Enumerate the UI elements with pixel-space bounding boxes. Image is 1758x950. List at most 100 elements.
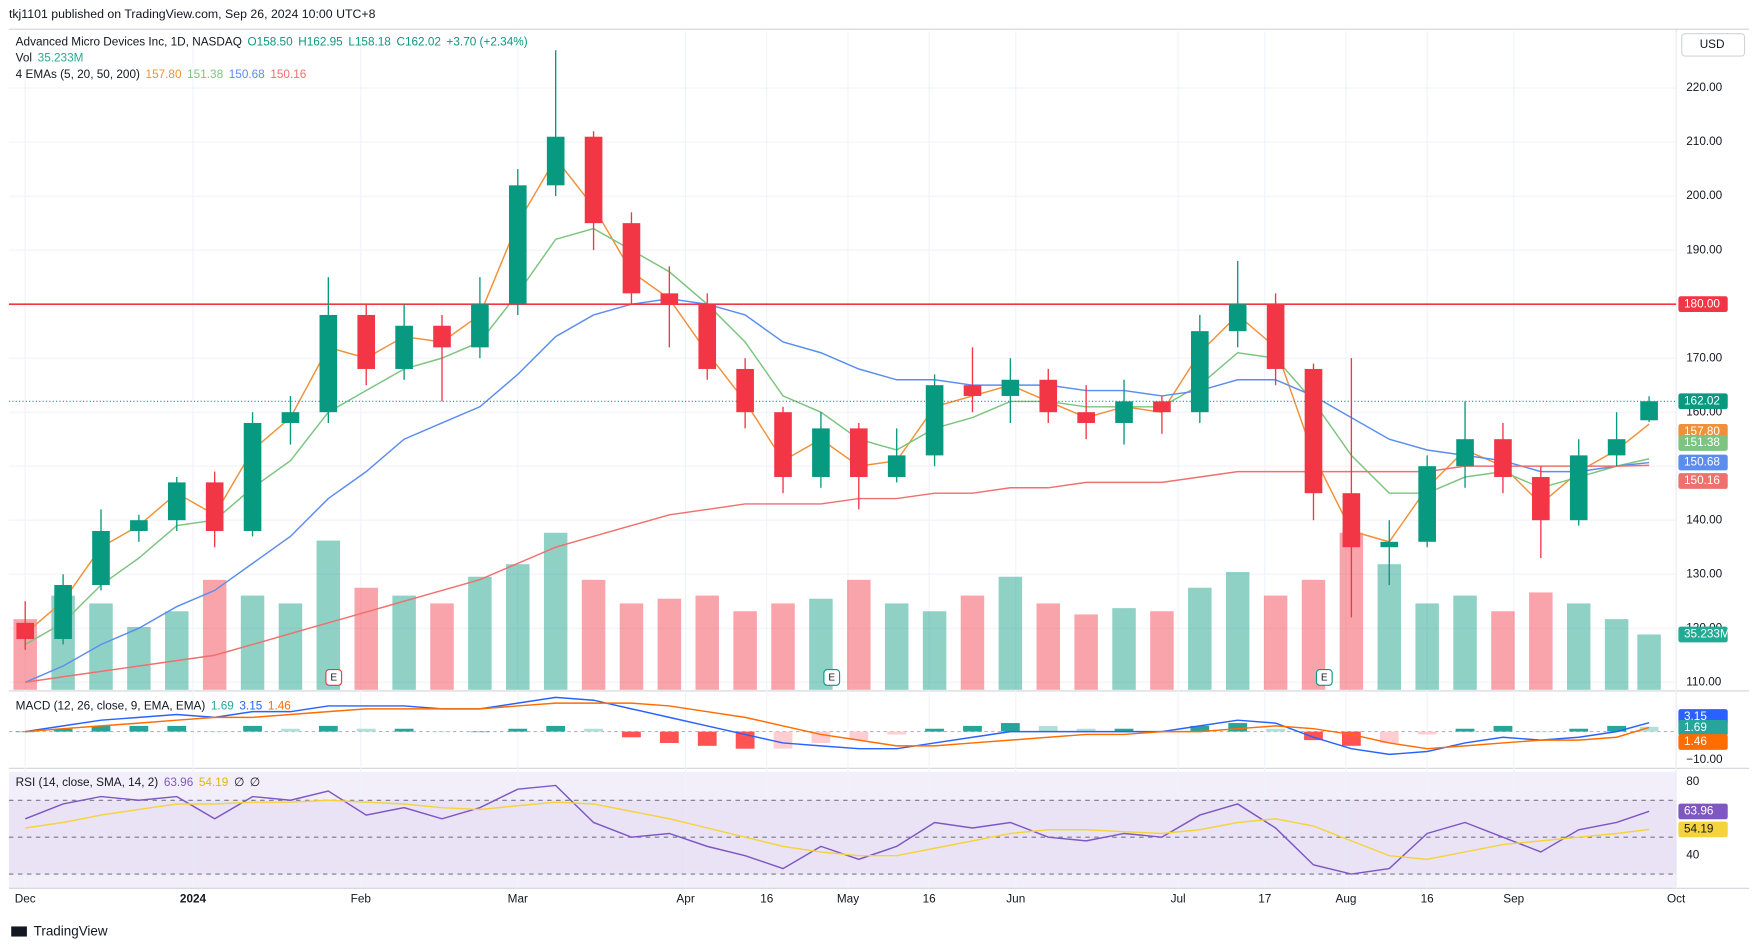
volume-bar	[1566, 603, 1591, 690]
candle-body	[812, 428, 830, 477]
macd-histogram	[205, 731, 225, 733]
ohlc-value: C162.02	[396, 36, 440, 49]
x-tick-label: Oct	[1667, 893, 1686, 906]
candle-body	[849, 428, 868, 477]
candle-body	[1001, 379, 1020, 396]
currency-button[interactable]	[1681, 33, 1746, 57]
volume-bar	[581, 579, 606, 690]
candle-body	[925, 385, 944, 456]
macd-histogram	[1190, 725, 1210, 732]
volume-bar	[1377, 564, 1402, 690]
macd-histogram	[1531, 731, 1551, 733]
x-tick-label: 16	[760, 893, 774, 906]
macd-histogram	[546, 725, 566, 732]
candle-body	[584, 136, 603, 224]
earnings-label: E	[1321, 673, 1328, 684]
y-tick-label: 170.00	[1686, 351, 1722, 364]
macd-histogram	[773, 731, 793, 749]
macd-badge: 1.69	[1684, 721, 1707, 734]
macd-histogram	[1228, 723, 1248, 732]
volume-bar	[1225, 572, 1250, 690]
macd-histogram	[1114, 728, 1134, 732]
volume-badge: 35.233M	[1684, 628, 1730, 641]
volume-bar	[202, 579, 227, 690]
volume-name: Vol	[16, 51, 32, 64]
macd-histogram	[1417, 731, 1437, 735]
candle-body	[1456, 439, 1474, 467]
candle-body	[395, 325, 413, 369]
rsi-value: 63.96	[164, 776, 194, 789]
volume-bar	[1604, 619, 1629, 690]
volume-bar	[619, 603, 644, 690]
ema-badge-bg	[1678, 435, 1728, 451]
x-tick-label: May	[837, 893, 859, 906]
candle-body	[130, 520, 148, 531]
candle-body	[1077, 412, 1095, 423]
rsi-ma-line	[25, 799, 1650, 861]
volume-bar	[657, 598, 682, 690]
earnings-marker	[823, 669, 841, 686]
volume-bar	[240, 595, 265, 690]
volume-bar	[847, 579, 871, 690]
rsi-pane-bg	[8, 771, 1677, 889]
candle-body	[319, 314, 338, 413]
macd-histogram	[849, 731, 869, 741]
rsi-line	[24, 784, 1650, 875]
macd-histogram	[1304, 731, 1323, 741]
macd-histogram	[1038, 725, 1058, 732]
macd-badge: 1.46	[1684, 735, 1707, 748]
candle-body	[1569, 455, 1588, 521]
volume-bar	[695, 595, 719, 690]
macd-legend: MACD (12, 26, close, 9, EMA, EMA) 1.69 3.1…	[16, 700, 292, 713]
footer-logo: TradingView	[34, 924, 108, 939]
rsi-badge-bg	[1678, 803, 1728, 820]
rsi-legend: RSI (14, close, SMA, 14, 2) 63.96 54.19 ∅ ∅	[16, 776, 260, 789]
volume-bar	[998, 576, 1023, 690]
candle-body	[92, 530, 110, 586]
candle-body	[433, 325, 451, 348]
ema-value: 150.16	[270, 68, 306, 81]
macd-histogram	[584, 728, 603, 732]
horizontal-line-badge: 180.00	[1684, 297, 1720, 310]
candle-body	[698, 304, 717, 369]
volume-bar	[278, 603, 303, 690]
volume-bar	[922, 611, 947, 690]
candle-body	[1607, 439, 1626, 456]
horizontal-line-badge-bg	[1678, 296, 1728, 313]
y-tick-label: 210.00	[1686, 135, 1722, 148]
rsi-badge: 63.96	[1684, 805, 1714, 818]
macd-histogram	[1000, 723, 1020, 732]
macd-histogram	[1379, 731, 1399, 743]
volume-bar	[127, 626, 151, 690]
y-tick-label: 110.00	[1686, 675, 1722, 688]
y-tick-label: 190.00	[1686, 243, 1722, 256]
macd-histogram	[129, 725, 149, 732]
x-tick-label: 17	[1258, 893, 1271, 906]
candle-body	[1380, 541, 1399, 548]
volume-bar	[733, 611, 757, 690]
macd-histogram	[1266, 728, 1285, 732]
ema-badge: 150.16	[1684, 474, 1720, 487]
volume-bar	[430, 603, 454, 690]
macd-histogram	[887, 731, 907, 735]
volume-bar	[1150, 611, 1174, 690]
volume-bar	[543, 532, 568, 690]
candle-body	[774, 412, 792, 477]
candle-body	[167, 482, 186, 521]
rsi-ma-badge-bg	[1678, 821, 1728, 838]
ema-badge: 157.80	[1684, 425, 1720, 438]
candle-body	[887, 455, 906, 477]
signal-line	[25, 702, 1650, 750]
rsi-value: ∅	[234, 776, 244, 789]
ema-value: 157.80	[146, 68, 182, 81]
candle-body	[1266, 304, 1285, 369]
macd-badge-bg	[1678, 734, 1728, 750]
ema-value: 150.68	[229, 68, 265, 81]
candle-body	[205, 482, 224, 531]
macd-histogram	[1455, 728, 1475, 732]
x-tick-label: Mar	[508, 893, 528, 906]
x-tick-label: Aug	[1335, 893, 1356, 906]
volume-bar	[316, 540, 341, 690]
candle-body	[243, 422, 262, 531]
candle-body	[622, 223, 641, 294]
